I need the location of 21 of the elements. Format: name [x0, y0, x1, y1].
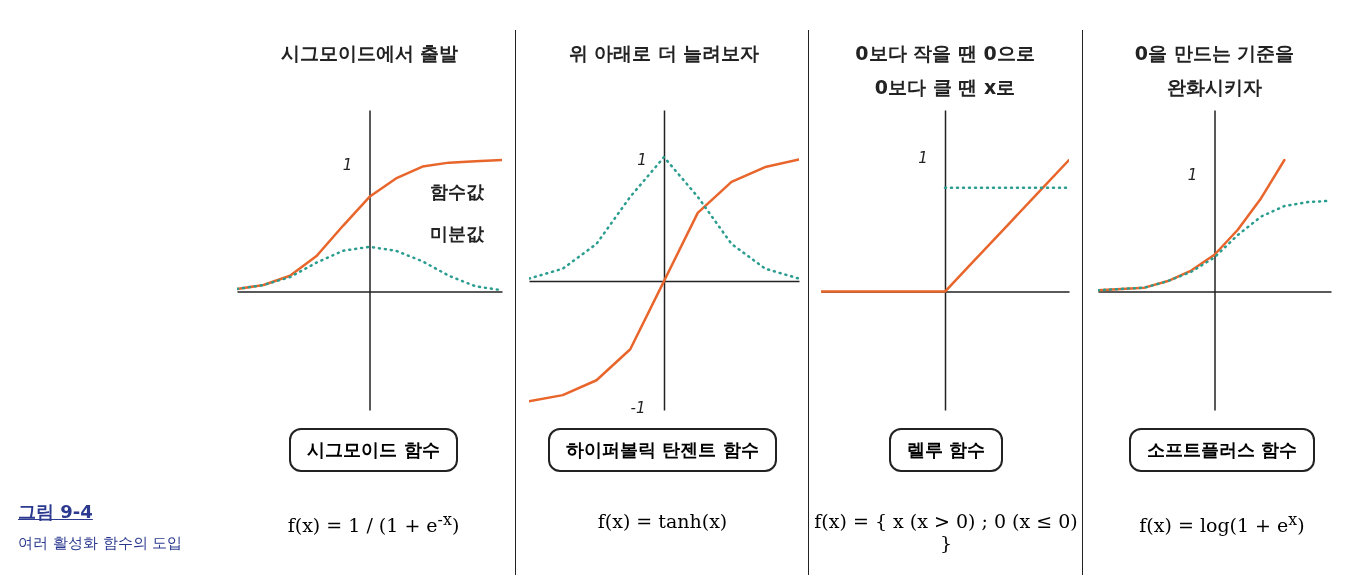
text: 소프트플러스 함수 [1128, 428, 1316, 472]
caption: 그림 9-4 [18, 500, 94, 524]
annotation: -1 [630, 399, 646, 417]
text: f(x) = 1 / (1 + e$^{-x}$) [286, 510, 461, 537]
chart-title: 0을 만드는 기준을 완화시키자 [1134, 42, 1295, 98]
chart-title: 시그모이드에서 출발 [280, 42, 459, 64]
series-label: 미분값 [429, 223, 485, 245]
text: f(x) = log(1 + e$^{x}$) [1138, 510, 1306, 537]
text: 시그모이드 함수 [289, 428, 458, 472]
text: f(x) = { x (x > 0) ; 0 (x ≤ 0) } [813, 510, 1079, 554]
series-label: 함수값 [429, 180, 485, 202]
annotation: 1 [637, 151, 647, 169]
chart-title: 위 아래로 더 늘려보자 [568, 42, 760, 64]
text: 하이퍼볼릭 탄젠트 함수 [548, 428, 777, 472]
chart-title: 0보다 작을 땐 0으로 0보다 클 땐 x로 [855, 42, 1035, 98]
text: 렐루 함수 [888, 428, 1004, 472]
text: 여러 활성화 함수의 도입 [18, 534, 183, 553]
annotation: 1 [918, 149, 928, 167]
annotation: 1 [342, 156, 353, 174]
text: f(x) = tanh(x) [596, 510, 729, 532]
annotation: 1 [1187, 166, 1198, 184]
